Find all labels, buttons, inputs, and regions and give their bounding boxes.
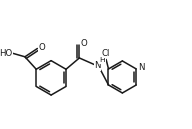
Text: O: O xyxy=(81,39,88,48)
Text: HO: HO xyxy=(0,49,12,58)
Text: O: O xyxy=(38,43,45,52)
Text: Cl: Cl xyxy=(102,49,110,58)
Text: N: N xyxy=(138,63,144,72)
Text: H: H xyxy=(100,57,105,63)
Text: N: N xyxy=(94,62,101,70)
